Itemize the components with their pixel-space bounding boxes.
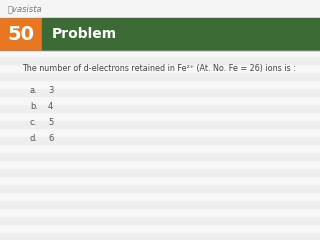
Text: ⓘvasista: ⓘvasista bbox=[8, 5, 43, 13]
Text: a.: a. bbox=[30, 86, 38, 95]
Bar bbox=[0, 136, 320, 144]
Text: 6: 6 bbox=[48, 134, 53, 143]
Text: 4: 4 bbox=[48, 102, 53, 111]
Bar bbox=[0, 184, 320, 192]
Text: d.: d. bbox=[30, 134, 38, 143]
Bar bbox=[0, 112, 320, 120]
Bar bbox=[0, 128, 320, 136]
Bar bbox=[42, 18, 320, 50]
Bar bbox=[0, 56, 320, 64]
Bar bbox=[0, 8, 320, 16]
Bar bbox=[0, 160, 320, 168]
Bar bbox=[0, 0, 320, 8]
Bar bbox=[0, 96, 320, 104]
Bar bbox=[0, 216, 320, 224]
Bar bbox=[0, 88, 320, 96]
Bar bbox=[0, 224, 320, 232]
Bar bbox=[0, 40, 320, 48]
Bar bbox=[0, 24, 320, 32]
Bar bbox=[0, 144, 320, 152]
Bar bbox=[0, 32, 320, 40]
Text: Problem: Problem bbox=[52, 27, 117, 41]
Bar bbox=[0, 18, 42, 50]
Bar bbox=[0, 72, 320, 80]
Bar bbox=[0, 64, 320, 72]
Bar bbox=[0, 16, 320, 24]
Bar bbox=[0, 152, 320, 160]
Bar bbox=[0, 0, 320, 18]
Text: 50: 50 bbox=[7, 24, 35, 43]
Text: c.: c. bbox=[30, 118, 37, 127]
Bar bbox=[0, 208, 320, 216]
Text: 5: 5 bbox=[48, 118, 53, 127]
Bar bbox=[0, 232, 320, 240]
Bar bbox=[0, 120, 320, 128]
Bar bbox=[0, 48, 320, 56]
Text: b.: b. bbox=[30, 102, 38, 111]
Bar bbox=[0, 168, 320, 176]
Bar bbox=[0, 192, 320, 200]
Bar bbox=[0, 104, 320, 112]
Bar bbox=[0, 80, 320, 88]
Text: 3: 3 bbox=[48, 86, 53, 95]
Bar bbox=[0, 200, 320, 208]
Text: The number of d-electrons retained in Fe²⁺ (At. No. Fe = 26) ions is :: The number of d-electrons retained in Fe… bbox=[22, 64, 296, 73]
Bar bbox=[0, 176, 320, 184]
